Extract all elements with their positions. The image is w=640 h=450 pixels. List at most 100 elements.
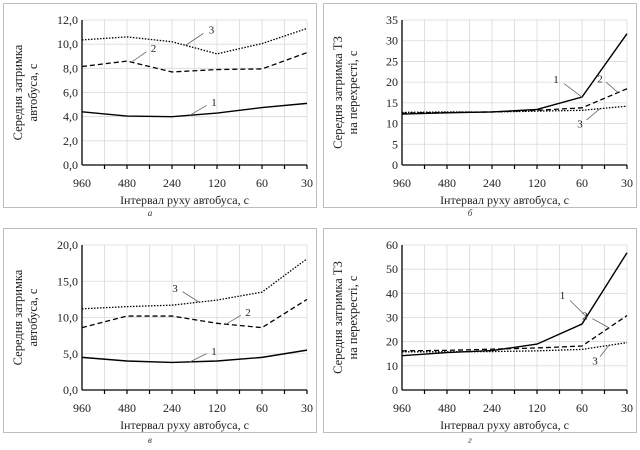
x-tick-label: 480: [438, 176, 456, 190]
x-tick-label: 480: [438, 401, 456, 415]
series-line-1: [81, 349, 308, 364]
y-tick-label: 60: [386, 238, 398, 252]
series-line-2: [81, 52, 308, 73]
y-tick-label: 0: [392, 383, 398, 397]
series-label-leader: [605, 81, 619, 93]
y-axis-title: Середня затримка ТЗ: [331, 261, 345, 374]
series-label-leader: [599, 345, 610, 357]
series-label: 2: [597, 74, 603, 86]
x-tick-label: 480: [118, 176, 136, 190]
x-tick-label: 60: [576, 401, 588, 415]
series-label-leader: [182, 291, 200, 303]
x-tick-label: 240: [163, 401, 181, 415]
y-axis-title: на перехресті, с: [346, 50, 360, 134]
series-label: 3: [209, 24, 215, 36]
caption-c: в: [148, 435, 152, 445]
series-line-2: [81, 298, 308, 329]
series-label: 1: [560, 290, 566, 302]
chart-c-svg: 0,0 5,0 10,0 15,0 20,0 960 480 240 120 60 30 Інтерв…: [11, 238, 313, 432]
series-label: 2: [245, 307, 251, 319]
y-axis-title: Середня затримка: [11, 44, 25, 140]
series-line-1: [401, 252, 628, 357]
y-tick-label: 40: [386, 286, 398, 300]
chart-d-svg: 0 10 20 30 40 50 60 960 480 240 120 60 30 Інтервал ру…: [331, 238, 633, 432]
y-tick-label: 0: [392, 158, 398, 172]
series-line-2: [401, 88, 628, 114]
x-tick-label: 60: [576, 176, 588, 190]
y-tick-label: 0,0: [63, 383, 78, 397]
y-tick-label: 30: [386, 34, 398, 48]
y-tick-label: 6,0: [63, 86, 78, 100]
series-label-leader: [569, 300, 587, 318]
y-axis-title: автобуса, с: [26, 63, 40, 121]
x-tick-label: 240: [483, 176, 501, 190]
y-axis-title: автобуса, с: [26, 288, 40, 346]
series-line-3: [402, 341, 628, 353]
x-tick-label: 30: [621, 176, 633, 190]
x-tick-label: 960: [393, 401, 411, 415]
x-tick-label: 60: [256, 176, 268, 190]
x-tick-label: 30: [621, 401, 633, 415]
series-label: 1: [553, 74, 559, 86]
chart-c: 0,0 5,0 10,0 15,0 20,0 960 480 240 120 60 30 Інтерв…: [3, 228, 317, 433]
series-label: 1: [211, 346, 217, 358]
chart-b: 0 5 10 15 20 25 30 35 960 480 240 120 60 30 Інтервал р…: [323, 3, 637, 208]
y-tick-label: 10,0: [57, 37, 78, 51]
series-label: 3: [592, 355, 598, 367]
series-label-leader: [592, 318, 610, 329]
chart-a: 0,0 2,0 4,0 6,0 8,0 10,0 12,0 960 480 240 120 60 30 І…: [3, 3, 317, 208]
chart-d: 0 10 20 30 40 50 60 960 480 240 120 60 30 Інтервал ру…: [323, 228, 637, 433]
y-tick-label: 10: [386, 359, 398, 373]
y-tick-label: 10,0: [57, 311, 78, 325]
series-label: 2: [582, 311, 588, 323]
series-label-leader: [225, 314, 242, 325]
series-label: 2: [151, 43, 157, 55]
x-tick-label: 60: [256, 401, 268, 415]
series-label: 3: [577, 119, 583, 131]
y-tick-label: 0,0: [63, 158, 78, 172]
series-label-leader: [189, 353, 207, 363]
caption-a: а: [147, 208, 153, 218]
y-tick-label: 12,0: [57, 13, 78, 27]
y-tick-label: 5: [392, 137, 398, 151]
x-tick-label: 960: [393, 176, 411, 190]
series-label-leader: [185, 33, 204, 46]
x-tick-label: 960: [73, 401, 91, 415]
y-tick-label: 35: [386, 13, 398, 27]
x-tick-label: 480: [118, 401, 136, 415]
caption-d: г: [468, 435, 472, 445]
y-axis-title: на перехресті, с: [346, 275, 360, 359]
y-axis-title: Середня затримка: [11, 269, 25, 365]
y-tick-label: 8,0: [63, 61, 78, 75]
x-axis-title: Інтервал руху автобуса, с: [440, 193, 569, 207]
series-label-leader: [131, 51, 147, 63]
chart-a-svg: 0,0 2,0 4,0 6,0 8,0 10,0 12,0 960 480 240 120 60 30 І…: [11, 13, 313, 207]
series-line-1: [81, 102, 308, 118]
series-label-leader: [586, 108, 601, 121]
x-axis-title: Інтервал руху автобуса, с: [120, 193, 249, 207]
series-line-3: [81, 258, 308, 310]
x-tick-label: 960: [73, 176, 91, 190]
y-tick-label: 5,0: [63, 347, 78, 361]
series-label-leader: [563, 83, 583, 98]
y-tick-label: 2,0: [63, 134, 78, 148]
x-axis-title: Інтервал руху автобуса, с: [120, 418, 249, 432]
y-tick-label: 10: [386, 117, 398, 131]
x-tick-label: 30: [301, 401, 313, 415]
y-tick-label: 20,0: [57, 238, 78, 252]
x-tick-label: 240: [483, 401, 501, 415]
x-tick-label: 120: [208, 176, 226, 190]
x-tick-label: 30: [301, 176, 313, 190]
y-tick-label: 25: [386, 54, 398, 68]
y-tick-label: 50: [386, 262, 398, 276]
x-tick-label: 240: [163, 176, 181, 190]
x-tick-label: 120: [528, 176, 546, 190]
y-tick-label: 15: [386, 96, 398, 110]
y-tick-label: 4,0: [63, 110, 78, 124]
y-tick-label: 15,0: [57, 274, 78, 288]
series-label: 1: [211, 97, 217, 109]
y-axis-title: Середня затримка ТЗ: [331, 36, 345, 149]
y-tick-label: 30: [386, 311, 398, 325]
caption-b: б: [467, 208, 473, 218]
series-line-2: [401, 315, 628, 352]
